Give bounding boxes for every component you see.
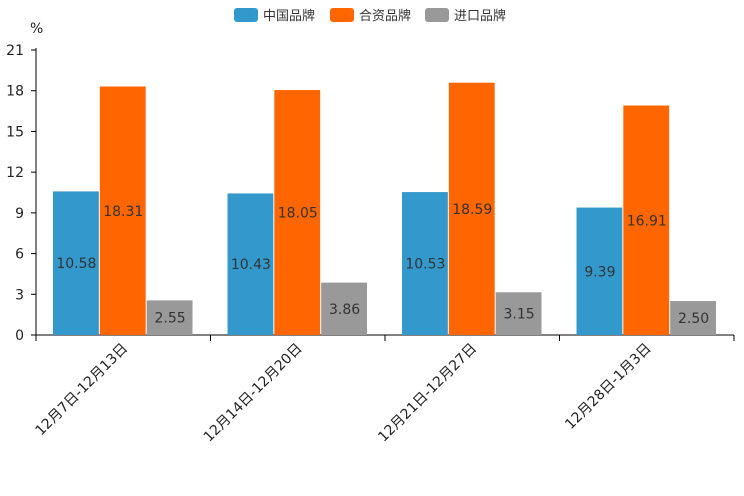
bar xyxy=(99,86,146,335)
bar-value-label: 9.39 xyxy=(584,264,615,280)
x-axis: 12月7日-12月13日 12月14日-12月20日 12月21日-12月27日 12… xyxy=(33,334,735,446)
y-tick-label: 6 xyxy=(15,247,24,263)
legend-item[interactable]: 中国品牌 xyxy=(234,8,315,24)
y-axis-unit-label: % xyxy=(30,21,43,37)
legend-label: 进口品牌 xyxy=(454,8,506,24)
bar-value-label: 3.15 xyxy=(503,307,534,323)
bar xyxy=(576,207,623,335)
bar xyxy=(448,82,495,335)
bar xyxy=(274,90,321,336)
bar-value-label: 18.59 xyxy=(452,202,492,218)
bar xyxy=(670,301,716,335)
bar xyxy=(495,292,542,335)
legend-swatch xyxy=(330,8,354,22)
y-tick-label: 15 xyxy=(6,124,24,140)
legend-label: 中国品牌 xyxy=(263,8,315,24)
legend-swatch xyxy=(425,8,449,22)
legend-item[interactable]: 进口品牌 xyxy=(425,8,506,24)
y-tick-label: 3 xyxy=(15,287,24,303)
bar-value-label: 10.43 xyxy=(231,257,271,273)
bar-value-label: 3.86 xyxy=(329,302,360,318)
bar xyxy=(321,282,367,335)
y-tick-label: 18 xyxy=(6,84,24,100)
legend-label: 合资品牌 xyxy=(359,8,411,24)
legend: 中国品牌 合资品牌 进口品牌 xyxy=(234,8,506,24)
y-axis: 0 3 6 9 12 15 18 21 xyxy=(6,43,37,344)
bars xyxy=(53,82,716,336)
bar xyxy=(623,105,670,335)
legend-item[interactable]: 合资品牌 xyxy=(330,8,411,24)
y-tick-label: 12 xyxy=(6,165,24,181)
bar xyxy=(146,300,193,335)
bar xyxy=(227,193,274,335)
x-tick-label: 12月28日-1月3日 xyxy=(562,341,654,433)
bar-value-label: 2.55 xyxy=(154,311,185,327)
legend-swatch xyxy=(234,8,258,22)
bar-value-label: 10.53 xyxy=(405,257,445,273)
bar-value-label: 18.31 xyxy=(103,204,143,220)
x-tick-label: 12月21日-12月27日 xyxy=(375,341,480,446)
x-tick-label: 12月7日-12月13日 xyxy=(33,341,132,440)
bar-value-label: 16.91 xyxy=(627,213,667,229)
y-tick-label: 9 xyxy=(15,206,24,222)
bar xyxy=(402,192,448,335)
bar-value-label: 2.50 xyxy=(678,311,709,327)
x-tick-label: 12月14日-12月20日 xyxy=(201,341,306,446)
bar-labels: 10.58 10.43 10.53 9.39 18.31 18.05 18.59 16.91 2… xyxy=(56,202,709,327)
bar xyxy=(53,191,99,335)
y-tick-label: 0 xyxy=(15,328,24,344)
y-tick-label: 21 xyxy=(6,43,24,59)
bar-value-label: 18.05 xyxy=(278,206,318,222)
bar-value-label: 10.58 xyxy=(56,256,96,272)
